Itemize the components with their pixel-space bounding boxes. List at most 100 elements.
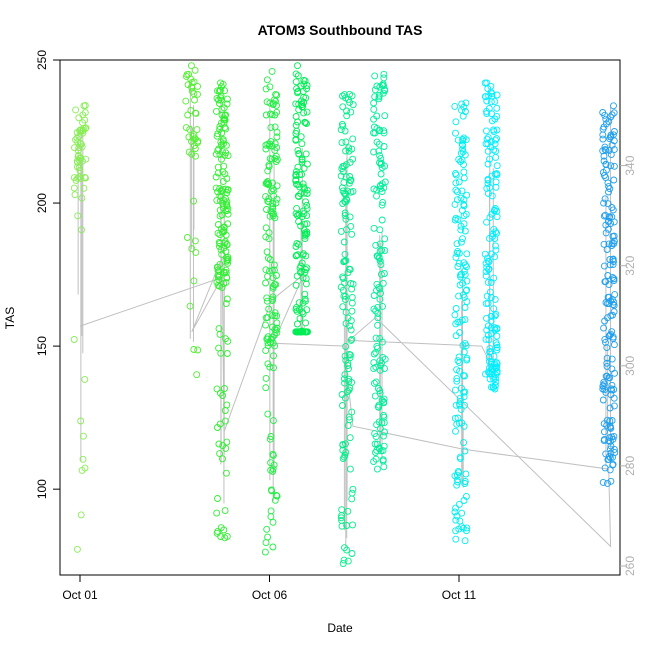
data-point (269, 284, 277, 292)
data-point (340, 556, 348, 564)
data-point (298, 308, 306, 316)
data-point (599, 135, 607, 143)
y2-tick-label: 340 (623, 155, 637, 175)
data-point (224, 205, 232, 213)
data-point (265, 181, 273, 189)
data-point (214, 527, 222, 535)
data-point (605, 374, 613, 382)
data-point (460, 212, 468, 220)
data-point (379, 198, 387, 206)
data-point (375, 147, 383, 155)
x-tick-label: Oct 11 (442, 588, 477, 602)
data-point (374, 310, 382, 317)
x-tick-label: Oct 06 (252, 588, 288, 602)
data-point (483, 218, 491, 226)
data-point (218, 283, 226, 291)
data-point (273, 329, 281, 337)
data-point (482, 300, 490, 308)
data-point (216, 87, 224, 94)
x-axis: Oct 01 Oct 06 Oct 11 (62, 575, 477, 602)
data-point (298, 267, 306, 275)
data-point (301, 290, 309, 298)
data-point (453, 377, 461, 385)
data-point (293, 272, 301, 280)
data-point (71, 144, 78, 152)
data-point (342, 138, 350, 146)
data-point (339, 560, 347, 568)
data-point (216, 197, 224, 205)
data-point (222, 278, 230, 286)
data-point (224, 220, 232, 228)
data-point (292, 113, 300, 120)
data-point (484, 160, 492, 168)
data-point (452, 516, 460, 524)
data-point (482, 335, 490, 343)
data-point (296, 183, 303, 191)
data-point (456, 401, 464, 409)
data-point (371, 86, 379, 94)
data-point (600, 437, 608, 445)
data-point (484, 134, 492, 142)
data-point (213, 509, 221, 517)
data-point (224, 152, 232, 160)
data-point (483, 184, 491, 192)
data-point (459, 341, 467, 349)
data-point (339, 103, 347, 111)
data-point (372, 348, 380, 356)
data-point (271, 312, 279, 320)
data-point (381, 428, 388, 436)
data-point (75, 151, 82, 159)
data-point (340, 238, 348, 246)
data-point (378, 180, 386, 188)
data-point (376, 126, 384, 134)
data-point (348, 408, 356, 416)
data-point (342, 147, 350, 155)
data-point (453, 481, 461, 489)
data-point (346, 434, 354, 442)
data-point (492, 242, 499, 250)
data-point (269, 293, 277, 301)
data-point (490, 352, 498, 360)
data-point (484, 147, 492, 155)
data-point (605, 188, 612, 196)
data-point (297, 133, 305, 141)
data-point (264, 410, 272, 418)
data-point (221, 507, 229, 515)
data-point (454, 263, 462, 270)
data-point (461, 227, 469, 235)
data-point (339, 303, 347, 311)
data-point (73, 545, 81, 553)
data-point (266, 256, 274, 263)
data-point (462, 492, 470, 500)
data-point (221, 407, 229, 414)
data-point (190, 277, 198, 285)
data-point (451, 386, 459, 394)
data-point (341, 296, 349, 303)
data-point (345, 378, 353, 386)
data-point (462, 470, 470, 478)
data-point (76, 167, 84, 174)
data-point (606, 466, 614, 474)
data-point (487, 312, 495, 320)
data-point (459, 141, 467, 149)
data-point (451, 311, 459, 319)
data-point (215, 440, 223, 448)
data-point (194, 90, 201, 98)
chart-title: ATOM3 Southbound TAS (258, 22, 423, 38)
data-point (266, 140, 274, 148)
data-point (221, 534, 229, 542)
data-point (212, 173, 220, 181)
data-point (293, 211, 301, 219)
data-point (600, 199, 608, 207)
data-point (604, 200, 612, 208)
data-point (217, 246, 225, 254)
data-point (302, 198, 310, 206)
data-point (460, 161, 467, 169)
data-point (453, 366, 461, 374)
data-point (459, 112, 467, 120)
data-point (292, 177, 300, 185)
data-point (460, 388, 468, 396)
data-point (186, 302, 194, 310)
data-point (182, 97, 190, 105)
data-point (371, 440, 379, 448)
